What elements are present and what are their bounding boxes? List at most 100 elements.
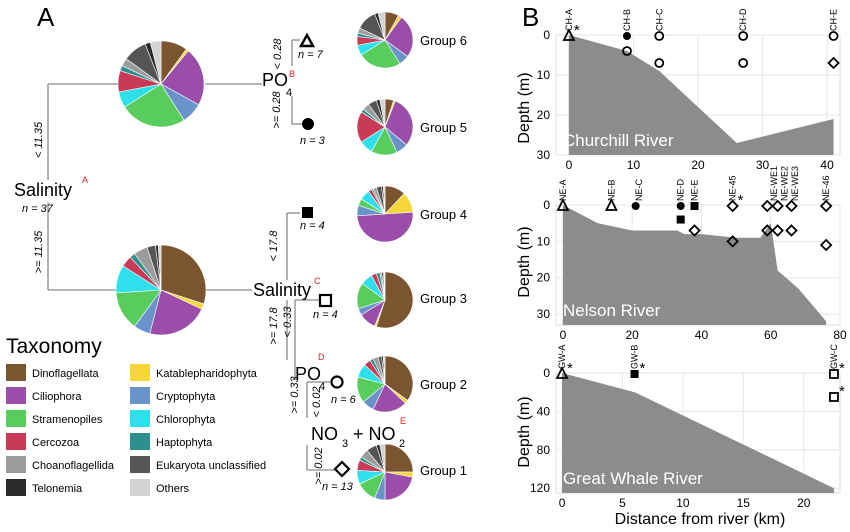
- po4-b-label: PO: [262, 70, 288, 90]
- legend-label: Katablepharidophyta: [156, 368, 258, 380]
- pie-slice-others: [382, 355, 386, 385]
- group-2-label: Group 2: [420, 377, 467, 392]
- sample-marker-circle-open: [654, 58, 665, 68]
- legend-swatch: [6, 456, 26, 473]
- significance-star: *: [839, 383, 845, 400]
- leaf-5: n = 3: [300, 118, 326, 147]
- group-4-label: Group 4: [420, 207, 467, 222]
- pie-slice-others: [157, 244, 162, 291]
- legend-label: Chlorophyta: [156, 414, 216, 426]
- legend-items: Dinoflagellata Katablepharidophyta Cilioph…: [6, 364, 266, 496]
- significance-star: *: [839, 360, 845, 377]
- legend-label: Choanoflagellida: [32, 460, 115, 472]
- group-5-label: Group 5: [420, 120, 467, 135]
- x-tick-label: 0: [560, 328, 567, 342]
- sample-marker-square-filled: [690, 202, 699, 210]
- legend-swatch: [130, 410, 150, 427]
- ylabel-greatwhale: Depth (m): [516, 396, 533, 467]
- po4-b-upper: < 0.28: [272, 38, 284, 70]
- po4-b-lower: >= 0.28: [271, 90, 283, 128]
- pie-group-3: [356, 271, 414, 329]
- leaf-2: n = 6: [330, 375, 357, 406]
- legend-label: Dinoflagellata: [32, 368, 100, 380]
- salinity-c-tag: C: [314, 276, 321, 286]
- legend-label: Telonemia: [32, 483, 83, 495]
- legend-swatch: [6, 410, 26, 427]
- xlabel: Distance from river (km): [615, 511, 786, 528]
- leaf-2-circle-marker: [330, 375, 344, 389]
- leaf-3-n: n = 4: [313, 309, 338, 321]
- ylabel-churchill: Depth (m): [516, 72, 533, 143]
- sample-marker-triangle-open: [604, 197, 618, 211]
- pie-group-6: [356, 11, 414, 69]
- salinity-c-lower: >= 17.8: [268, 306, 280, 344]
- station-label: NE-D: [676, 179, 686, 201]
- pie-slice-others: [383, 271, 386, 301]
- pie-slice-ciliophora: [384, 471, 413, 501]
- bathymetry-area: [562, 205, 827, 325]
- y-tick-label: 10: [537, 234, 551, 248]
- legend-swatch: [130, 479, 150, 496]
- legend-label: Eukaryota unclassified: [156, 460, 266, 472]
- pie-slice-others: [149, 40, 162, 85]
- pie-slice-ciliophora: [160, 50, 205, 106]
- significance-star: *: [567, 360, 573, 377]
- salinity-c-upper: < 17.8: [268, 230, 280, 262]
- pie-slice-others: [382, 185, 386, 215]
- leaf-5-circle-marker: [302, 118, 314, 130]
- panel-b-depth-profiles: B Depth (m) Depth (m) Depth (m) Distance…: [516, 2, 847, 528]
- station-label: NE-WE1: [769, 166, 779, 201]
- split-lower: >= 11.35: [33, 230, 45, 273]
- sample-marker-diamond-open: [819, 199, 833, 213]
- leaf-6-n: n = 7: [298, 49, 324, 61]
- po4-d-lower: >= 0.33: [289, 375, 301, 413]
- no-e-lower: >= 0.02: [313, 447, 325, 484]
- significance-star: *: [738, 192, 744, 209]
- sample-marker-diamond-open: [726, 199, 739, 213]
- x-tick-label: 0: [566, 158, 573, 172]
- station-label: NE-C: [634, 179, 644, 201]
- y-tick-label: 120: [530, 481, 550, 495]
- sample-marker-circle-open: [622, 46, 632, 56]
- sample-marker-triangle-open: [556, 197, 570, 211]
- leaf-1-n: n = 13: [322, 481, 354, 493]
- legend-swatch: [130, 433, 150, 450]
- po4-b-tag: B: [289, 69, 295, 79]
- river-name: Great Whale River: [563, 469, 703, 488]
- no-e-upper: < 0.02: [311, 387, 323, 418]
- river-name: Churchill River: [563, 131, 674, 150]
- pie-slice-others: [379, 443, 386, 473]
- x-tick-label: 60: [764, 328, 778, 342]
- sample-marker-circle-open: [654, 31, 665, 41]
- sample-marker-diamond-open: [827, 56, 840, 70]
- station-label: CH-A: [564, 9, 574, 31]
- legend-swatch: [6, 433, 26, 450]
- legend-label: Cercozoa: [32, 437, 80, 449]
- root-node-label: Salinity: [14, 180, 72, 200]
- station-label: NE-WE3: [790, 166, 800, 201]
- sample-marker-diamond-open: [819, 238, 833, 252]
- pie-group-1: [356, 443, 414, 501]
- salinity-c-label: Salinity: [253, 280, 311, 300]
- station-label: CH-D: [738, 8, 748, 31]
- y-tick-label: 10: [537, 68, 551, 82]
- panel-a-label: A: [37, 2, 55, 32]
- no-e-tag: E: [400, 416, 406, 426]
- leaf-6: n = 7: [298, 32, 324, 61]
- x-tick-label: 15: [737, 496, 751, 510]
- split-upper: < 11.35: [33, 121, 45, 158]
- sample-marker-diamond-open: [785, 199, 798, 213]
- leaf-3: n = 4: [313, 293, 338, 321]
- sample-marker-diamond-open: [771, 199, 784, 213]
- legend-swatch: [6, 364, 26, 381]
- sample-marker-diamond-open: [760, 224, 774, 237]
- panel-b-label: B: [522, 2, 539, 32]
- root-node-tag: A: [82, 175, 88, 185]
- no-e-no3: NO: [311, 424, 338, 444]
- sample-marker-square-filled: [676, 215, 685, 224]
- x-tick-label: 20: [626, 328, 640, 342]
- station-label: NE-45: [728, 175, 738, 201]
- root-node-n: n = 37: [22, 203, 54, 215]
- x-tick-label: 20: [797, 496, 811, 510]
- y-tick-label: 0: [543, 28, 550, 42]
